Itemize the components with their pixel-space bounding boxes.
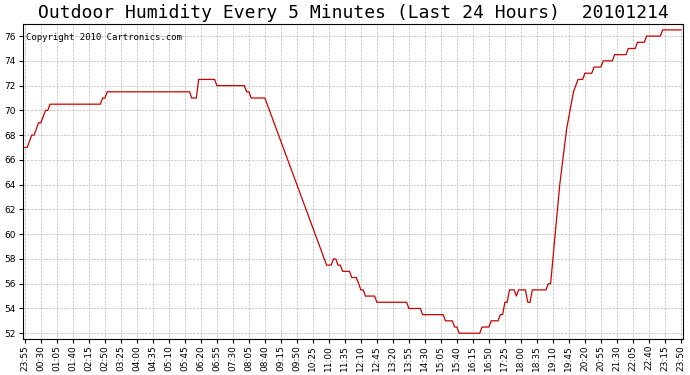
Text: Copyright 2010 Cartronics.com: Copyright 2010 Cartronics.com xyxy=(26,33,181,42)
Title: Outdoor Humidity Every 5 Minutes (Last 24 Hours)  20101214: Outdoor Humidity Every 5 Minutes (Last 2… xyxy=(37,4,669,22)
